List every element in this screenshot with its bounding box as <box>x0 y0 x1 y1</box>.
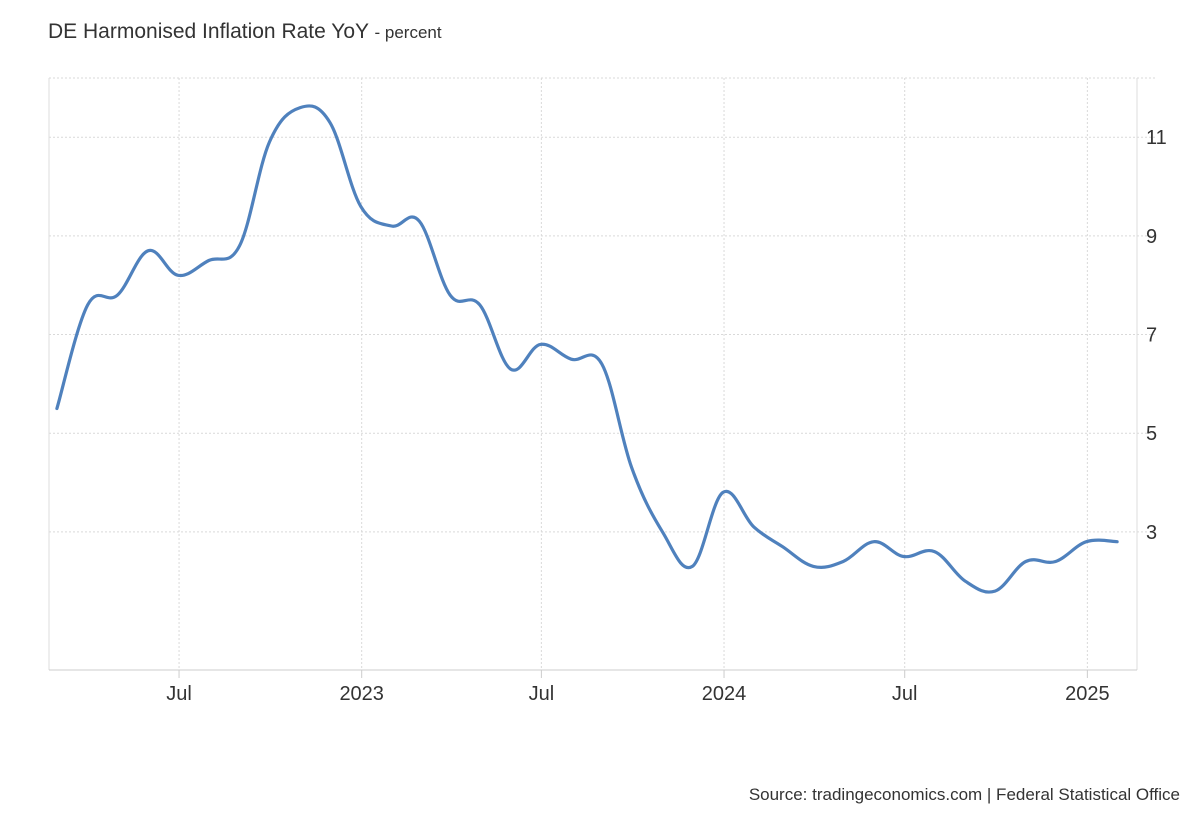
x-tick-label: 2025 <box>1065 683 1110 705</box>
y-tick-label: 7 <box>1146 325 1157 347</box>
x-tick-label: Jul <box>529 683 555 705</box>
chart-subtitle: - percent <box>374 23 442 42</box>
gridlines <box>49 77 1155 670</box>
y-tick-label: 5 <box>1146 423 1157 445</box>
series-layer <box>55 104 1119 594</box>
y-tick-label: 3 <box>1146 522 1157 544</box>
source-note: Source: tradingeconomics.com | Federal S… <box>748 785 1180 804</box>
y-tick-label: 9 <box>1146 226 1157 248</box>
tick-labels: 3 5 7 9 11 Jul 2023 Jul 2024 Jul 2025 <box>166 127 1167 705</box>
x-tick-label: 2024 <box>702 683 747 705</box>
chart-title: DE Harmonised Inflation Rate YoY - perce… <box>48 20 442 44</box>
y-tick-label: 11 <box>1146 127 1167 149</box>
axes <box>48 78 1138 678</box>
chart-title-text: DE Harmonised Inflation Rate YoY <box>48 20 369 43</box>
series-line <box>55 104 1119 594</box>
x-tick-label: Jul <box>892 683 918 705</box>
x-tick-label: 2023 <box>339 683 384 705</box>
x-tick-label: Jul <box>166 683 192 705</box>
